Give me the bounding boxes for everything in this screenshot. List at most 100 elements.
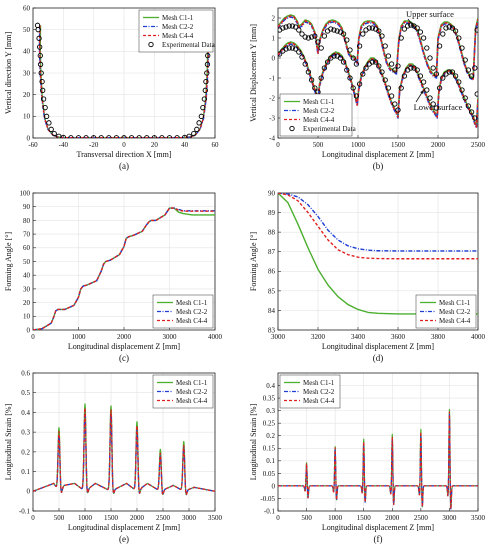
- experimental-point: [44, 113, 50, 119]
- y-tick-label: 0.2: [21, 448, 30, 456]
- x-tick-label: 500: [54, 514, 65, 522]
- y-tick-label: 100: [20, 189, 31, 197]
- y-tick-label: 87: [268, 248, 276, 256]
- x-tick-label: -60: [28, 141, 38, 149]
- experimental-point: [456, 35, 462, 41]
- y-tick-label: 0.25: [263, 420, 276, 428]
- experimental-point: [91, 135, 97, 138]
- y-tick-label: 86: [268, 268, 276, 276]
- experimental-point: [278, 51, 283, 57]
- experimental-point: [379, 33, 385, 39]
- experimental-point: [446, 69, 452, 75]
- y-tick-label: 0.3: [21, 429, 30, 437]
- legend-entry: Mesh C1-1: [303, 98, 335, 106]
- y-tick-label: 2: [272, 14, 276, 22]
- y-axis-label: Forming Angle [°]: [249, 232, 258, 292]
- experimental-point: [334, 28, 340, 34]
- panel-b: 0 500 1000 1500 2000 2500 -4 -3 -2 -1 0 1 2 Longitudi…: [249, 7, 486, 171]
- annotation-text: Upper surface: [406, 9, 454, 19]
- x-tick-label: 2000: [385, 514, 400, 522]
- experimental-point: [312, 33, 318, 39]
- y-tick-label: 0: [27, 134, 31, 142]
- experimental-point: [200, 105, 206, 111]
- experimental-point: [83, 135, 89, 138]
- x-tick-label: 1500: [391, 141, 406, 149]
- experimental-point: [194, 126, 200, 132]
- experimental-point: [318, 45, 324, 51]
- panel-caption: (f): [374, 534, 383, 544]
- y-axis-label: Longitudinal Strain [%]: [249, 403, 258, 480]
- x-axis-label: Longitudinal displacement Z [mm]: [322, 342, 435, 351]
- x-tick-label: 60: [212, 141, 220, 149]
- y-tick-label: 0: [27, 488, 31, 496]
- panel-caption: (e): [119, 534, 129, 544]
- experimental-point: [347, 47, 353, 53]
- y-tick-label: 0.6: [21, 369, 30, 377]
- experimental-point: [459, 45, 465, 51]
- experimental-point: [128, 135, 135, 138]
- experimental-point: [289, 23, 296, 29]
- experimental-point: [205, 53, 211, 59]
- experimental-point: [48, 126, 54, 132]
- y-tick-label: 50: [23, 26, 31, 34]
- y-tick-label: 1: [272, 34, 276, 42]
- experimental-point: [472, 65, 478, 71]
- experimental-point: [296, 49, 302, 55]
- y-tick-label: 0: [272, 482, 276, 490]
- experimental-point: [191, 131, 197, 137]
- x-tick-label: 3000: [271, 333, 286, 341]
- experimental-point: [465, 67, 472, 73]
- experimental-point: [308, 77, 315, 83]
- y-tick-label: 0.5: [21, 389, 30, 397]
- experimental-point: [324, 59, 331, 65]
- legend-entry: Mesh C4-4: [176, 317, 208, 325]
- experimental-point: [321, 65, 328, 71]
- y-tick-label: 0.2: [266, 432, 275, 440]
- legend-marker: [148, 41, 154, 48]
- experimental-point: [424, 87, 430, 93]
- experimental-point: [363, 65, 369, 71]
- experimental-point: [296, 27, 302, 33]
- experimental-point: [299, 31, 305, 37]
- experimental-point: [68, 135, 74, 138]
- experimental-point: [186, 133, 192, 138]
- experimental-point: [452, 73, 459, 79]
- experimental-point: [299, 54, 305, 60]
- panel-caption: (b): [373, 161, 384, 171]
- x-tick-label: 2000: [130, 514, 145, 522]
- series-line-2: [278, 411, 478, 510]
- experimental-point: [37, 44, 43, 50]
- experimental-point: [474, 91, 478, 97]
- experimental-point: [201, 96, 208, 102]
- experimental-point: [446, 24, 452, 30]
- y-tick-label: 88: [268, 229, 276, 237]
- x-tick-label: 3000: [182, 514, 197, 522]
- experimental-point: [462, 57, 468, 63]
- experimental-point: [376, 63, 382, 69]
- y-tick-label: 0.1: [266, 457, 275, 465]
- experimental-point: [292, 24, 299, 30]
- y-tick-label: 0.4: [21, 409, 30, 417]
- experimental-point: [420, 79, 427, 85]
- experimental-point: [203, 79, 209, 85]
- legend-entry: Mesh C2-2: [439, 308, 471, 316]
- y-tick-label: -2: [269, 94, 275, 102]
- panel-caption: (c): [119, 353, 129, 363]
- experimental-point: [427, 95, 433, 101]
- experimental-point: [417, 29, 424, 35]
- y-axis-label: Vertical direction Y [mm]: [4, 32, 13, 115]
- experimental-point: [459, 87, 465, 93]
- experimental-point: [385, 53, 392, 59]
- y-tick-label: 30: [23, 69, 31, 77]
- experimental-point: [283, 24, 289, 30]
- y-tick-label: -0.05: [260, 495, 275, 503]
- experimental-point: [382, 43, 388, 49]
- experimental-point: [344, 67, 350, 73]
- plot-series: [278, 408, 478, 510]
- legend-entry: Experimental Data: [162, 41, 216, 49]
- experimental-point: [468, 73, 475, 79]
